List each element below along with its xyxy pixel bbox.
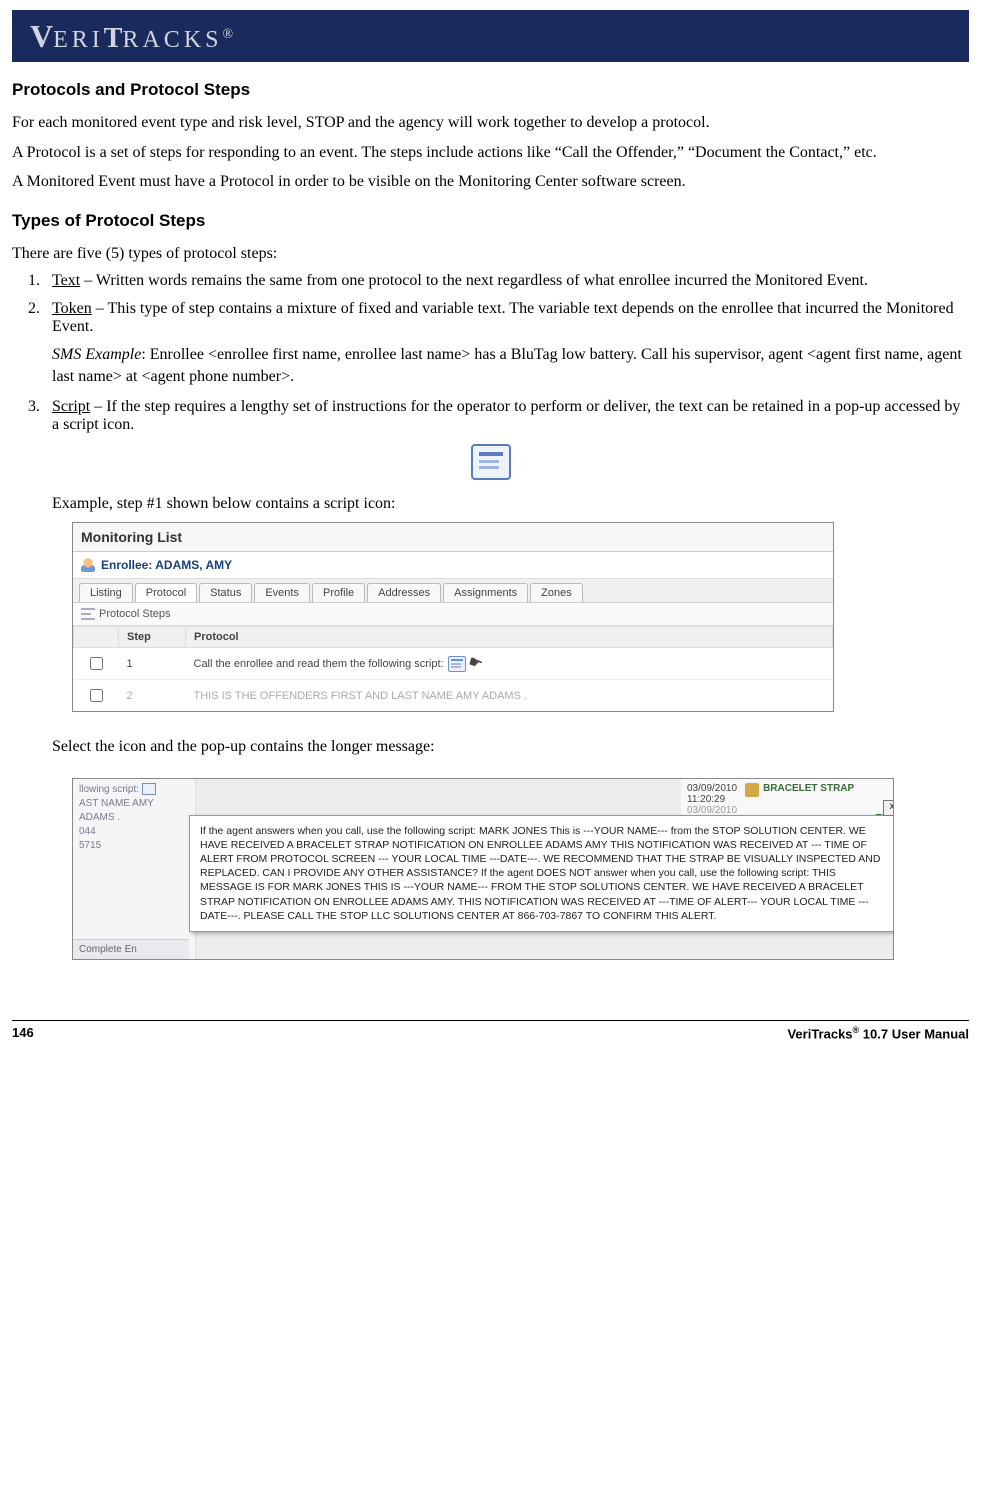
step-type-script-label: Script — [52, 398, 90, 415]
page-footer: 146 VeriTracks® 10.7 User Manual — [12, 1020, 969, 1041]
row-checkbox-cell — [74, 680, 119, 712]
section1-p3: A Monitored Event must have a Protocol i… — [12, 171, 969, 193]
section2-intro: There are five (5) types of protocol ste… — [12, 243, 969, 265]
step-type-token-example-text: : Enrollee <enrollee first name, enrolle… — [52, 346, 962, 385]
protocol-step-types-list: Text – Written words remains the same fr… — [44, 272, 969, 433]
popup-bg-date1: 03/09/2010 — [687, 783, 737, 794]
row-checkbox-cell — [74, 648, 119, 680]
monitoring-list-screenshot: Monitoring List Enrollee: ADAMS, AMY Lis… — [72, 522, 969, 712]
popup-bg-left-line: 5715 — [79, 839, 189, 853]
monitoring-list-tabs: ListingProtocolStatusEventsProfileAddres… — [73, 579, 833, 603]
popup-dialog-text: If the agent answers when you call, use … — [200, 825, 880, 922]
popup-screenshot: llowing script: AST NAME AMY ADAMS . 044… — [72, 778, 969, 960]
brand-reg: ® — [223, 27, 234, 42]
row-protocol: THIS IS THE OFFENDERS FIRST AND LAST NAM… — [186, 680, 833, 712]
col-checkbox — [74, 627, 119, 648]
step-type-script-desc: – If the step requires a lengthy set of … — [52, 398, 960, 433]
badge-icon — [745, 783, 759, 797]
popup-close-button[interactable]: x — [883, 800, 894, 816]
popup-bg-left: llowing script: AST NAME AMY ADAMS . 044… — [73, 779, 196, 959]
popup-bg-time: 11:20:29 — [687, 794, 737, 805]
section2-title: Types of Protocol Steps — [12, 211, 969, 231]
popup-bg-left-line: llowing script: — [79, 783, 189, 797]
popup-bg-bottom-left: Complete En — [73, 939, 189, 959]
step-type-text-label: Text — [52, 272, 80, 289]
row-checkbox[interactable] — [90, 689, 103, 702]
step-type-token-example-label: SMS Example — [52, 346, 141, 363]
step-type-text: Text – Written words remains the same fr… — [44, 272, 969, 290]
step-type-token-desc: – This type of step contains a mixture o… — [52, 300, 954, 335]
footer-product: VeriTracks — [787, 1026, 852, 1041]
table-row: 1Call the enrollee and read them the fol… — [74, 648, 833, 680]
steps-icon — [81, 608, 95, 620]
enrollee-header: Enrollee: ADAMS, AMY — [73, 552, 833, 579]
row-checkbox[interactable] — [90, 657, 103, 670]
header-banner: VERITRACKS® — [12, 10, 969, 62]
step-type-token-label: Token — [52, 300, 92, 317]
row-step: 1 — [119, 648, 186, 680]
tab-protocol[interactable]: Protocol — [135, 583, 197, 602]
cursor-hand-icon: ☚ — [465, 654, 484, 674]
step-type-token-example: SMS Example: Enrollee <enrollee first na… — [52, 344, 969, 387]
section1-p1: For each monitored event type and risk l… — [12, 112, 969, 134]
protocol-steps-label: Protocol Steps — [99, 608, 171, 620]
script-icon — [471, 444, 511, 480]
tab-assignments[interactable]: Assignments — [443, 583, 528, 602]
footer-doc: 10.7 User Manual — [859, 1026, 969, 1041]
tab-status[interactable]: Status — [199, 583, 252, 602]
tab-events[interactable]: Events — [254, 583, 310, 602]
section1-title: Protocols and Protocol Steps — [12, 80, 969, 100]
popup-bg-left-line: AST NAME AMY ADAMS . — [79, 797, 189, 825]
tab-profile[interactable]: Profile — [312, 583, 365, 602]
script-icon-small — [142, 783, 156, 795]
popup-bg-right-label: BRACELET STRAP — [763, 783, 854, 794]
select-icon-caption: Select the icon and the pop-up contains … — [52, 736, 969, 758]
step-type-text-desc: – Written words remains the same from on… — [80, 272, 868, 289]
popup-bg-right: 03/09/2010 11:20:29 03/09/2010 BRACELET … — [681, 779, 893, 820]
monitoring-list-title: Monitoring List — [73, 523, 833, 552]
script-icon[interactable] — [448, 656, 466, 672]
example-caption: Example, step #1 shown below contains a … — [52, 493, 969, 515]
popup-dialog: x If the agent answers when you call, us… — [189, 815, 894, 932]
brand-logo: VERITRACKS® — [30, 18, 233, 55]
popup-bg-left-line: 044 — [79, 825, 189, 839]
footer-doc-title: VeriTracks® 10.7 User Manual — [787, 1025, 969, 1041]
enrollee-label: Enrollee: ADAMS, AMY — [101, 558, 232, 572]
protocol-steps-table: Step Protocol 1Call the enrollee and rea… — [73, 626, 833, 711]
tab-listing[interactable]: Listing — [79, 583, 133, 602]
col-protocol: Protocol — [186, 627, 833, 648]
script-icon-figure — [12, 444, 969, 485]
tab-addresses[interactable]: Addresses — [367, 583, 441, 602]
step-type-token: Token – This type of step contains a mix… — [44, 300, 969, 387]
step-type-script: Script – If the step requires a lengthy … — [44, 398, 969, 434]
tab-zones[interactable]: Zones — [530, 583, 583, 602]
table-row: 2THIS IS THE OFFENDERS FIRST AND LAST NA… — [74, 680, 833, 712]
section1-p2: A Protocol is a set of steps for respond… — [12, 142, 969, 164]
brand-text: ERI — [53, 27, 104, 53]
person-icon — [81, 558, 95, 572]
popup-bg-right-label-area: BRACELET STRAP — [745, 783, 854, 816]
page-number: 146 — [12, 1025, 34, 1041]
row-step: 2 — [119, 680, 186, 712]
protocol-steps-subheader: Protocol Steps — [73, 603, 833, 626]
row-protocol: Call the enrollee and read them the foll… — [186, 648, 833, 680]
col-step: Step — [119, 627, 186, 648]
popup-bg-right-dates: 03/09/2010 11:20:29 03/09/2010 — [687, 783, 737, 816]
